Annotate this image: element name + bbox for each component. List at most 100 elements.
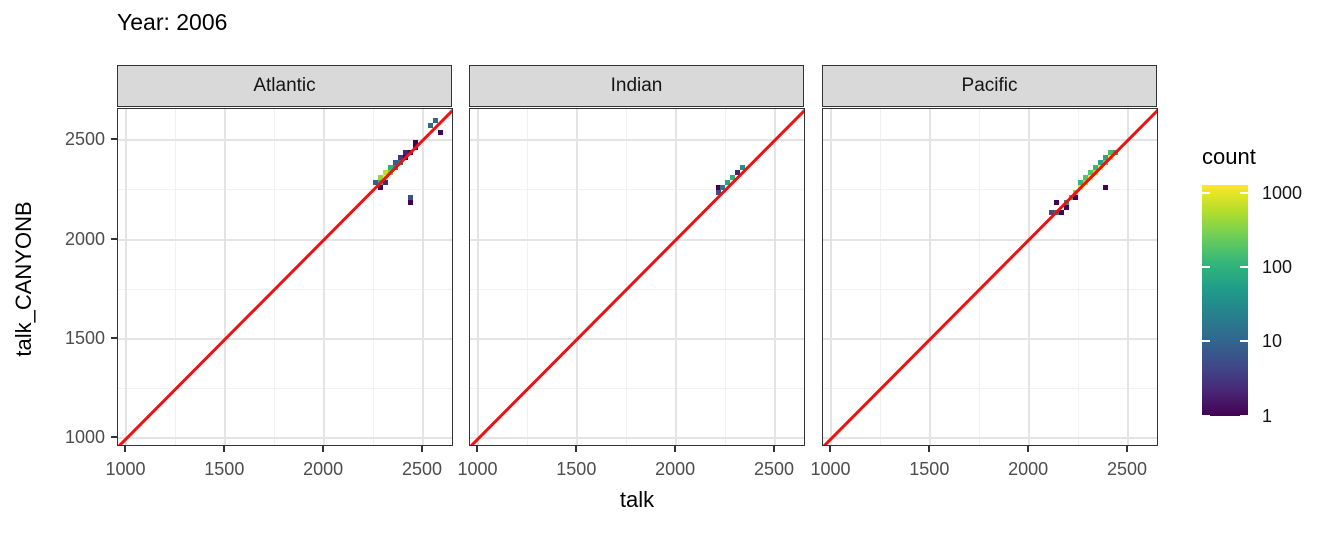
legend-tick-label: 10	[1262, 331, 1283, 352]
y-axis-title: talk_CANYONB	[11, 201, 36, 357]
minor-gridline-v	[175, 109, 177, 445]
legend-tick-left	[1202, 266, 1210, 269]
minor-gridline-h	[470, 388, 804, 390]
major-gridline-v	[675, 109, 678, 445]
heatmap-bin	[398, 155, 404, 161]
x-axis-tick	[420, 446, 423, 452]
heatmap-bin	[715, 185, 721, 191]
x-axis-tick	[674, 446, 677, 452]
identity-reference-line	[118, 109, 452, 445]
major-gridline-h	[823, 238, 1157, 241]
major-gridline-h	[118, 238, 452, 241]
heatmap-bin	[1098, 160, 1104, 166]
legend-tick-right	[1240, 266, 1248, 269]
heatmap-bin	[1073, 194, 1079, 200]
heatmap-bin	[393, 160, 399, 166]
heatmap-bin	[373, 180, 379, 186]
minor-gridline-v	[373, 109, 375, 445]
major-gridline-v	[1126, 109, 1129, 445]
x-axis-tick-label: 1000	[810, 459, 851, 479]
x-axis-tick	[575, 446, 578, 452]
y-axis-tick-label: 1000	[64, 427, 105, 448]
heatmap-bin	[730, 175, 736, 181]
major-gridline-h	[118, 139, 452, 142]
minor-gridline-v	[1078, 109, 1080, 445]
heatmap-bin	[1103, 155, 1109, 161]
major-gridline-h	[470, 139, 804, 142]
heatmap-bin	[1078, 180, 1084, 186]
y-axis-tick	[111, 237, 117, 240]
major-gridline-h	[470, 238, 804, 241]
heatmap-bin	[740, 165, 746, 171]
major-gridline-v	[477, 109, 480, 445]
minor-gridline-v	[979, 109, 981, 445]
heatmap-bin	[427, 122, 433, 128]
minor-gridline-h	[118, 288, 452, 290]
major-gridline-h	[470, 338, 804, 341]
minor-gridline-h	[118, 388, 452, 390]
y-axis-tick	[111, 138, 117, 141]
major-gridline-v	[576, 109, 579, 445]
y-axis-tick-label: 1500	[64, 328, 105, 349]
heatmap-bin	[1048, 209, 1054, 215]
x-axis-tick	[322, 446, 325, 452]
x-axis-title: talk	[619, 487, 655, 512]
major-gridline-h	[823, 338, 1157, 341]
minor-gridline-v	[274, 109, 276, 445]
heatmap-bin	[735, 170, 741, 176]
facet-strip-indian: Indian	[469, 65, 804, 107]
heatmap-bin	[715, 190, 721, 195]
heatmap-bin	[1088, 170, 1094, 176]
major-gridline-v	[773, 109, 776, 445]
panel-pacific	[822, 108, 1158, 446]
x-axis-tick-label: 1000	[105, 459, 146, 479]
heatmap-bin	[1058, 209, 1064, 215]
minor-gridline-v	[527, 109, 529, 445]
heatmap-bin	[1103, 185, 1109, 191]
heatmap-bin	[378, 185, 384, 191]
x-axis-tick-label: 1500	[556, 459, 597, 479]
minor-gridline-h	[470, 189, 804, 191]
major-gridline-v	[125, 109, 128, 445]
legend-tick-right	[1240, 340, 1248, 343]
major-gridline-v	[323, 109, 326, 445]
heatmap-bin	[720, 185, 726, 191]
legend-tick-label: 1000	[1262, 183, 1303, 203]
y-axis-tick-label: 2000	[64, 228, 105, 249]
identity-reference-line	[823, 109, 1157, 445]
x-axis-tick	[1027, 446, 1030, 452]
y-axis-tick	[111, 436, 117, 439]
legend-tick-label: 100	[1262, 257, 1293, 278]
heatmap-bin	[1108, 150, 1114, 156]
x-axis-tick	[1125, 446, 1128, 452]
heatmap-bin	[383, 170, 389, 176]
heatmap-bin	[437, 130, 443, 136]
facet-strip-atlantic: Atlantic	[117, 65, 452, 107]
x-axis-tick-label: 1500	[204, 459, 245, 479]
major-gridline-v	[830, 109, 833, 445]
heatmap-bin	[408, 199, 414, 205]
minor-gridline-h	[823, 388, 1157, 390]
major-gridline-h	[823, 437, 1157, 440]
legend-tick-label: 1	[1262, 405, 1273, 426]
major-gridline-h	[118, 437, 452, 440]
heatmap-bin	[383, 180, 389, 186]
x-axis-tick-label: 2500	[1106, 459, 1147, 479]
heatmap-bin	[388, 165, 394, 171]
legend-colorbar	[1202, 185, 1248, 416]
heatmap-bin	[403, 150, 409, 156]
x-axis-tick-label: 2500	[401, 459, 442, 479]
heatmap-bin	[1083, 175, 1089, 181]
legend-title: count	[1202, 144, 1256, 169]
heatmap-bin	[1093, 165, 1099, 171]
minor-gridline-v	[880, 109, 882, 445]
plot-title: Year: 2006	[117, 9, 228, 35]
minor-gridline-h	[470, 288, 804, 290]
major-gridline-h	[118, 338, 452, 341]
minor-gridline-h	[823, 288, 1157, 290]
panel-atlantic	[117, 108, 453, 446]
legend-tick-left	[1202, 340, 1210, 343]
major-gridline-v	[1028, 109, 1031, 445]
x-axis-tick	[124, 446, 127, 452]
